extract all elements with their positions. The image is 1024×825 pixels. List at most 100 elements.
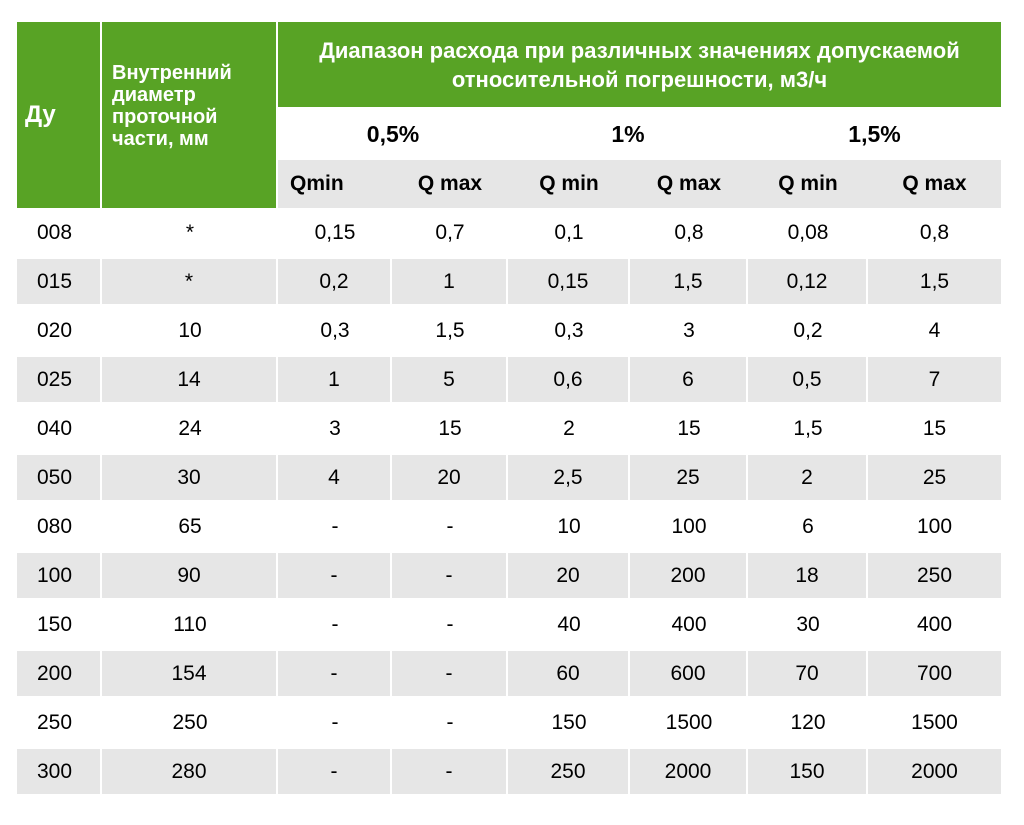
cell-qmin-1-5: 30 (796, 612, 820, 636)
cell-inner-diameter: 24 (178, 416, 202, 440)
cell-qmax-1-5: 2000 (868, 747, 1001, 796)
cell-du: 020 (37, 318, 73, 342)
cell-qmax-0-5: - (446, 514, 454, 538)
cell-qmin-1: 0,6 (508, 355, 630, 404)
header-accuracy-0-5: 0,5% (278, 108, 508, 160)
cell-qmin-1: 0,3 (554, 318, 584, 342)
flow-range-table: Ду Внутренний диаметр проточной части, м… (17, 22, 1001, 796)
cell-qmin-1: 150 (551, 710, 587, 734)
cell-qmin-0-5: 0,2 (278, 257, 392, 306)
table-body: 008 * 0,15 0,7 0,1 0,8 0,08 0,8 015 * 0,2 1 0,15 1,5 0… (17, 208, 1001, 796)
cell-qmax-1-5: 100 (916, 514, 953, 538)
cell-qmax-1: 1,5 (630, 257, 748, 306)
cell-qmax-1-5: 1,5 (868, 257, 1001, 306)
cell-qmin-0-5: - (331, 710, 339, 734)
cell-qmin-1-5: 6 (802, 514, 814, 538)
cell-qmax-1: 100 (671, 514, 707, 538)
cell-du: 008 (37, 220, 73, 244)
cell-qmin-0-5: - (331, 612, 339, 636)
cell-du: 150 (37, 612, 73, 636)
cell-du: 040 (37, 416, 73, 440)
header-qmax-1-5: Q max (868, 160, 1001, 208)
cell-qmin-0-5: - (278, 747, 392, 796)
cell-qmin-1: 250 (508, 747, 630, 796)
cell-qmax-1: 3 (683, 318, 695, 342)
cell-du: 050 (17, 453, 102, 502)
cell-du: 100 (17, 551, 102, 600)
cell-qmin-0-5: 0,15 (314, 220, 356, 244)
cell-qmin-1-5: 150 (748, 747, 868, 796)
cell-qmin-0-5: 1 (278, 355, 392, 404)
table-row: 250 250 - - 150 1500 120 1500 (17, 698, 1001, 747)
cell-qmax-0-5: 5 (392, 355, 508, 404)
cell-qmin-1: 0,15 (508, 257, 630, 306)
cell-qmin-0-5: - (331, 514, 339, 538)
cell-qmin-1: 40 (557, 612, 581, 636)
cell-qmin-1-5: 2 (748, 453, 868, 502)
cell-inner-diameter: * (185, 220, 195, 244)
cell-qmax-1: 25 (630, 453, 748, 502)
cell-du: 250 (37, 710, 73, 734)
cell-qmin-1-5: 0,2 (793, 318, 823, 342)
cell-inner-diameter: 280 (102, 747, 278, 796)
cell-qmin-1-5: 70 (748, 649, 868, 698)
table-row: 080 65 - - 10 100 6 100 (17, 502, 1001, 551)
table-row: 008 * 0,15 0,7 0,1 0,8 0,08 0,8 (17, 208, 1001, 257)
cell-qmin-1-5: 0,08 (787, 220, 829, 244)
table-row: 015 * 0,2 1 0,15 1,5 0,12 1,5 (17, 257, 1001, 306)
cell-qmax-0-5: 1,5 (435, 318, 465, 342)
header-qmin-0-5: Qmin (278, 160, 392, 208)
header-inner-diameter: Внутренний диаметр проточной части, мм (102, 22, 278, 208)
cell-qmin-1: 20 (508, 551, 630, 600)
cell-qmax-1: 400 (671, 612, 707, 636)
cell-inner-diameter: 154 (102, 649, 278, 698)
cell-qmax-1: 600 (630, 649, 748, 698)
cell-inner-diameter: 10 (178, 318, 202, 342)
cell-qmax-0-5: - (392, 747, 508, 796)
cell-qmin-0-5: - (278, 551, 392, 600)
header-qmin-1: Q min (508, 160, 630, 208)
cell-qmax-1: 200 (630, 551, 748, 600)
table-row: 040 24 3 15 2 15 1,5 15 (17, 404, 1001, 453)
cell-qmin-0-5: - (278, 649, 392, 698)
cell-qmax-0-5: - (392, 551, 508, 600)
cell-qmin-1: 10 (557, 514, 581, 538)
table-row: 150 110 - - 40 400 30 400 (17, 600, 1001, 649)
cell-qmin-1: 2,5 (508, 453, 630, 502)
cell-qmax-1-5: 7 (868, 355, 1001, 404)
cell-du: 200 (17, 649, 102, 698)
cell-du: 025 (17, 355, 102, 404)
cell-qmax-1-5: 250 (868, 551, 1001, 600)
cell-du: 300 (17, 747, 102, 796)
cell-qmax-0-5: 20 (392, 453, 508, 502)
cell-qmin-1-5: 0,5 (748, 355, 868, 404)
table-row: 300 280- -250 2000 150 2000 (17, 747, 1001, 796)
cell-qmin-0-5: 0,3 (320, 318, 350, 342)
cell-qmax-0-5: - (446, 710, 454, 734)
cell-qmin-0-5: 3 (329, 416, 341, 440)
cell-inner-diameter: 110 (173, 612, 207, 636)
cell-qmax-0-5: - (392, 649, 508, 698)
cell-qmax-1: 1500 (665, 710, 713, 734)
cell-qmin-1-5: 1,5 (793, 416, 823, 440)
cell-qmax-1-5: 1500 (911, 710, 958, 734)
cell-qmin-1: 0,1 (554, 220, 584, 244)
cell-qmax-0-5: 1 (392, 257, 508, 306)
header-accuracy-1-5: 1,5% (748, 108, 1001, 160)
cell-du: 015 (17, 257, 102, 306)
cell-inner-diameter: 14 (102, 355, 278, 404)
table-row: 100 90- -20 200 18 250 (17, 551, 1001, 600)
cell-qmax-1-5: 400 (916, 612, 953, 636)
cell-inner-diameter: 90 (102, 551, 278, 600)
cell-qmax-1-5: 25 (868, 453, 1001, 502)
cell-qmax-1: 15 (677, 416, 701, 440)
cell-inner-diameter: 250 (172, 710, 208, 734)
cell-qmax-1-5: 0,8 (919, 220, 950, 244)
header-flow-range: Диапазон расхода при различных значениях… (278, 22, 1001, 108)
header-qmax-1: Q max (630, 160, 748, 208)
cell-inner-diameter: 30 (102, 453, 278, 502)
cell-qmax-0-5: 0,7 (435, 220, 465, 244)
cell-qmax-0-5: - (446, 612, 454, 636)
cell-qmin-1-5: 18 (748, 551, 868, 600)
cell-inner-diameter: 65 (178, 514, 202, 538)
